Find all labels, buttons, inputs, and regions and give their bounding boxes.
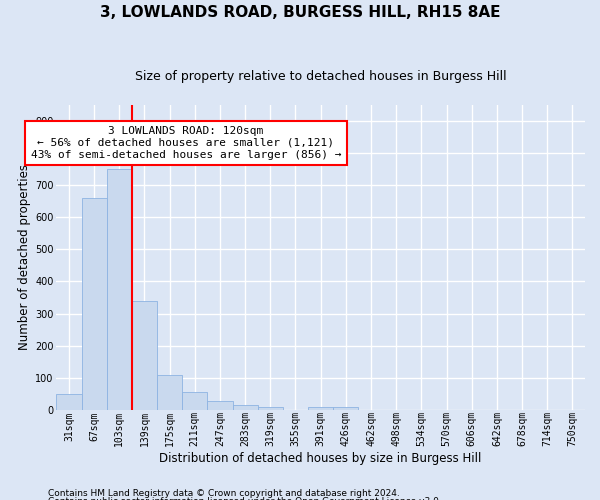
Text: Contains public sector information licensed under the Open Government Licence v3: Contains public sector information licen… [48,497,442,500]
Bar [182,392,208,410]
Bar [258,406,283,410]
Bar [233,405,258,410]
Text: Contains HM Land Registry data © Crown copyright and database right 2024.: Contains HM Land Registry data © Crown c… [48,488,400,498]
Text: 3 LOWLANDS ROAD: 120sqm
← 56% of detached houses are smaller (1,121)
43% of semi: 3 LOWLANDS ROAD: 120sqm ← 56% of detache… [31,126,341,160]
Bar [333,406,358,410]
Bar [308,407,333,410]
Y-axis label: Number of detached properties: Number of detached properties [18,164,31,350]
X-axis label: Distribution of detached houses by size in Burgess Hill: Distribution of detached houses by size … [160,452,482,465]
Title: Size of property relative to detached houses in Burgess Hill: Size of property relative to detached ho… [135,70,506,83]
Bar [107,169,132,410]
Bar [56,394,82,410]
Bar [157,376,182,410]
Text: 3, LOWLANDS ROAD, BURGESS HILL, RH15 8AE: 3, LOWLANDS ROAD, BURGESS HILL, RH15 8AE [100,5,500,20]
Bar [132,300,157,410]
Bar [208,401,233,410]
Bar [82,198,107,410]
